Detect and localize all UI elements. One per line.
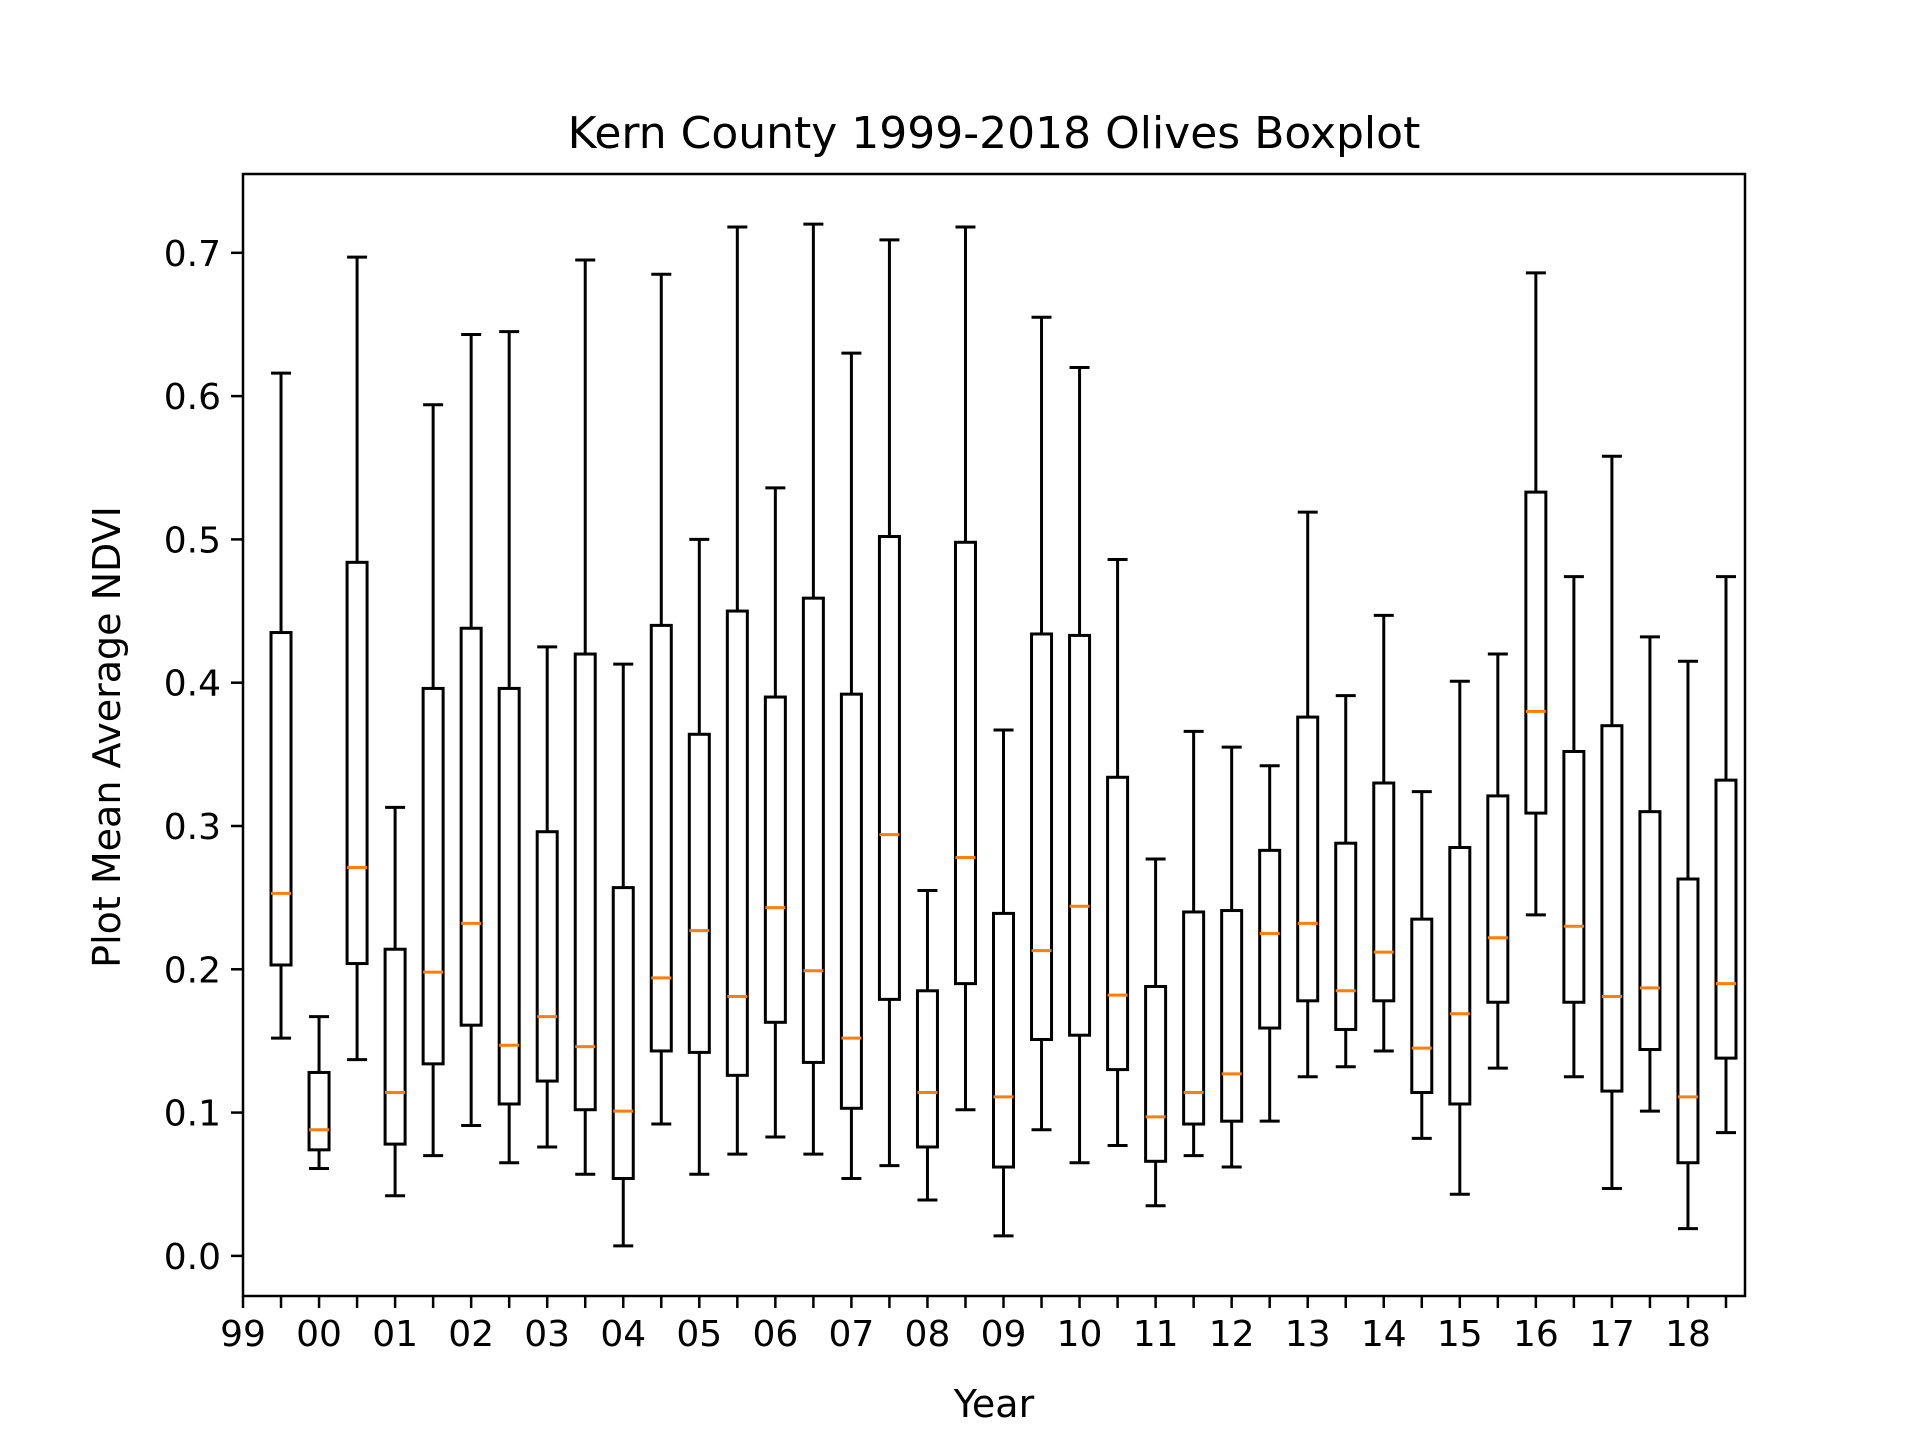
box	[992, 911, 1016, 1169]
x-tick-label: 18	[1665, 1314, 1711, 1355]
plot-area: 0.0 0.1 0.2 0.3 0.4 0.5 0.6 0.7 99 00 01 02 03 04 05 06…	[164, 172, 1747, 1355]
y-tick-label: 0.1	[164, 1094, 221, 1135]
x-tick-label: 02	[448, 1314, 494, 1355]
box	[383, 947, 407, 1146]
chart-title: Kern County 1999-2018 Olives Boxplot	[568, 108, 1421, 159]
box	[1600, 724, 1624, 1093]
x-tick-label: 06	[752, 1314, 798, 1355]
x-tick-label: 10	[1057, 1314, 1103, 1355]
x-tick-label: 14	[1361, 1314, 1407, 1355]
box	[459, 626, 483, 1027]
box	[1448, 845, 1472, 1106]
box	[1334, 841, 1358, 1031]
y-tick-label: 0.5	[164, 520, 221, 561]
box	[1562, 749, 1586, 1004]
box	[1676, 877, 1700, 1165]
x-tick-label: 03	[524, 1314, 570, 1355]
y-tick-label: 0.4	[164, 664, 221, 705]
box	[915, 989, 939, 1149]
y-tick-label: 0.2	[164, 950, 221, 991]
x-tick-label: 13	[1285, 1314, 1331, 1355]
box	[497, 686, 521, 1106]
box	[1372, 781, 1396, 1003]
box	[877, 535, 901, 1001]
box	[1030, 632, 1054, 1042]
box	[1638, 810, 1662, 1052]
box	[1524, 490, 1548, 815]
x-tick-label: 05	[676, 1314, 722, 1355]
box	[953, 540, 977, 986]
y-axis-label: Plot Mean Average NDVI	[85, 506, 129, 968]
box	[421, 686, 445, 1066]
box	[535, 830, 559, 1083]
box	[269, 631, 293, 967]
x-tick-label: 12	[1209, 1314, 1255, 1355]
box	[763, 695, 787, 1024]
x-tick-label: 11	[1133, 1314, 1179, 1355]
x-tick-label: 17	[1589, 1314, 1635, 1355]
box	[839, 692, 863, 1110]
x-tick-label: 15	[1437, 1314, 1483, 1355]
box	[307, 1070, 331, 1152]
box	[725, 609, 749, 1077]
x-tick-label: 01	[372, 1314, 418, 1355]
box	[1220, 909, 1244, 1123]
box	[1106, 775, 1130, 1072]
y-tick-label: 0.3	[164, 807, 221, 848]
box	[573, 652, 597, 1112]
x-axis-label: Year	[953, 1382, 1035, 1426]
box	[611, 886, 635, 1180]
y-tick-label: 0.7	[164, 234, 221, 275]
x-tick-label: 09	[981, 1314, 1027, 1355]
x-tick-label: 99	[220, 1314, 266, 1355]
y-tick-label: 0.0	[164, 1237, 221, 1278]
box	[1296, 715, 1320, 1003]
box	[1068, 633, 1092, 1037]
x-tick-label: 04	[600, 1314, 646, 1355]
box	[1714, 778, 1738, 1060]
box	[801, 596, 825, 1064]
box	[687, 732, 711, 1054]
box	[345, 560, 369, 966]
box	[1258, 848, 1282, 1030]
box	[649, 623, 673, 1053]
x-tick-label: 08	[905, 1314, 951, 1355]
box	[1410, 917, 1434, 1095]
plot-frame	[241, 172, 1747, 1298]
y-tick-label: 0.6	[164, 377, 221, 418]
x-tick-label: 16	[1513, 1314, 1559, 1355]
box	[1486, 794, 1510, 1004]
x-tick-label: 07	[828, 1314, 874, 1355]
x-tick-label: 00	[296, 1314, 342, 1355]
box	[1144, 984, 1168, 1163]
box	[1182, 910, 1206, 1126]
